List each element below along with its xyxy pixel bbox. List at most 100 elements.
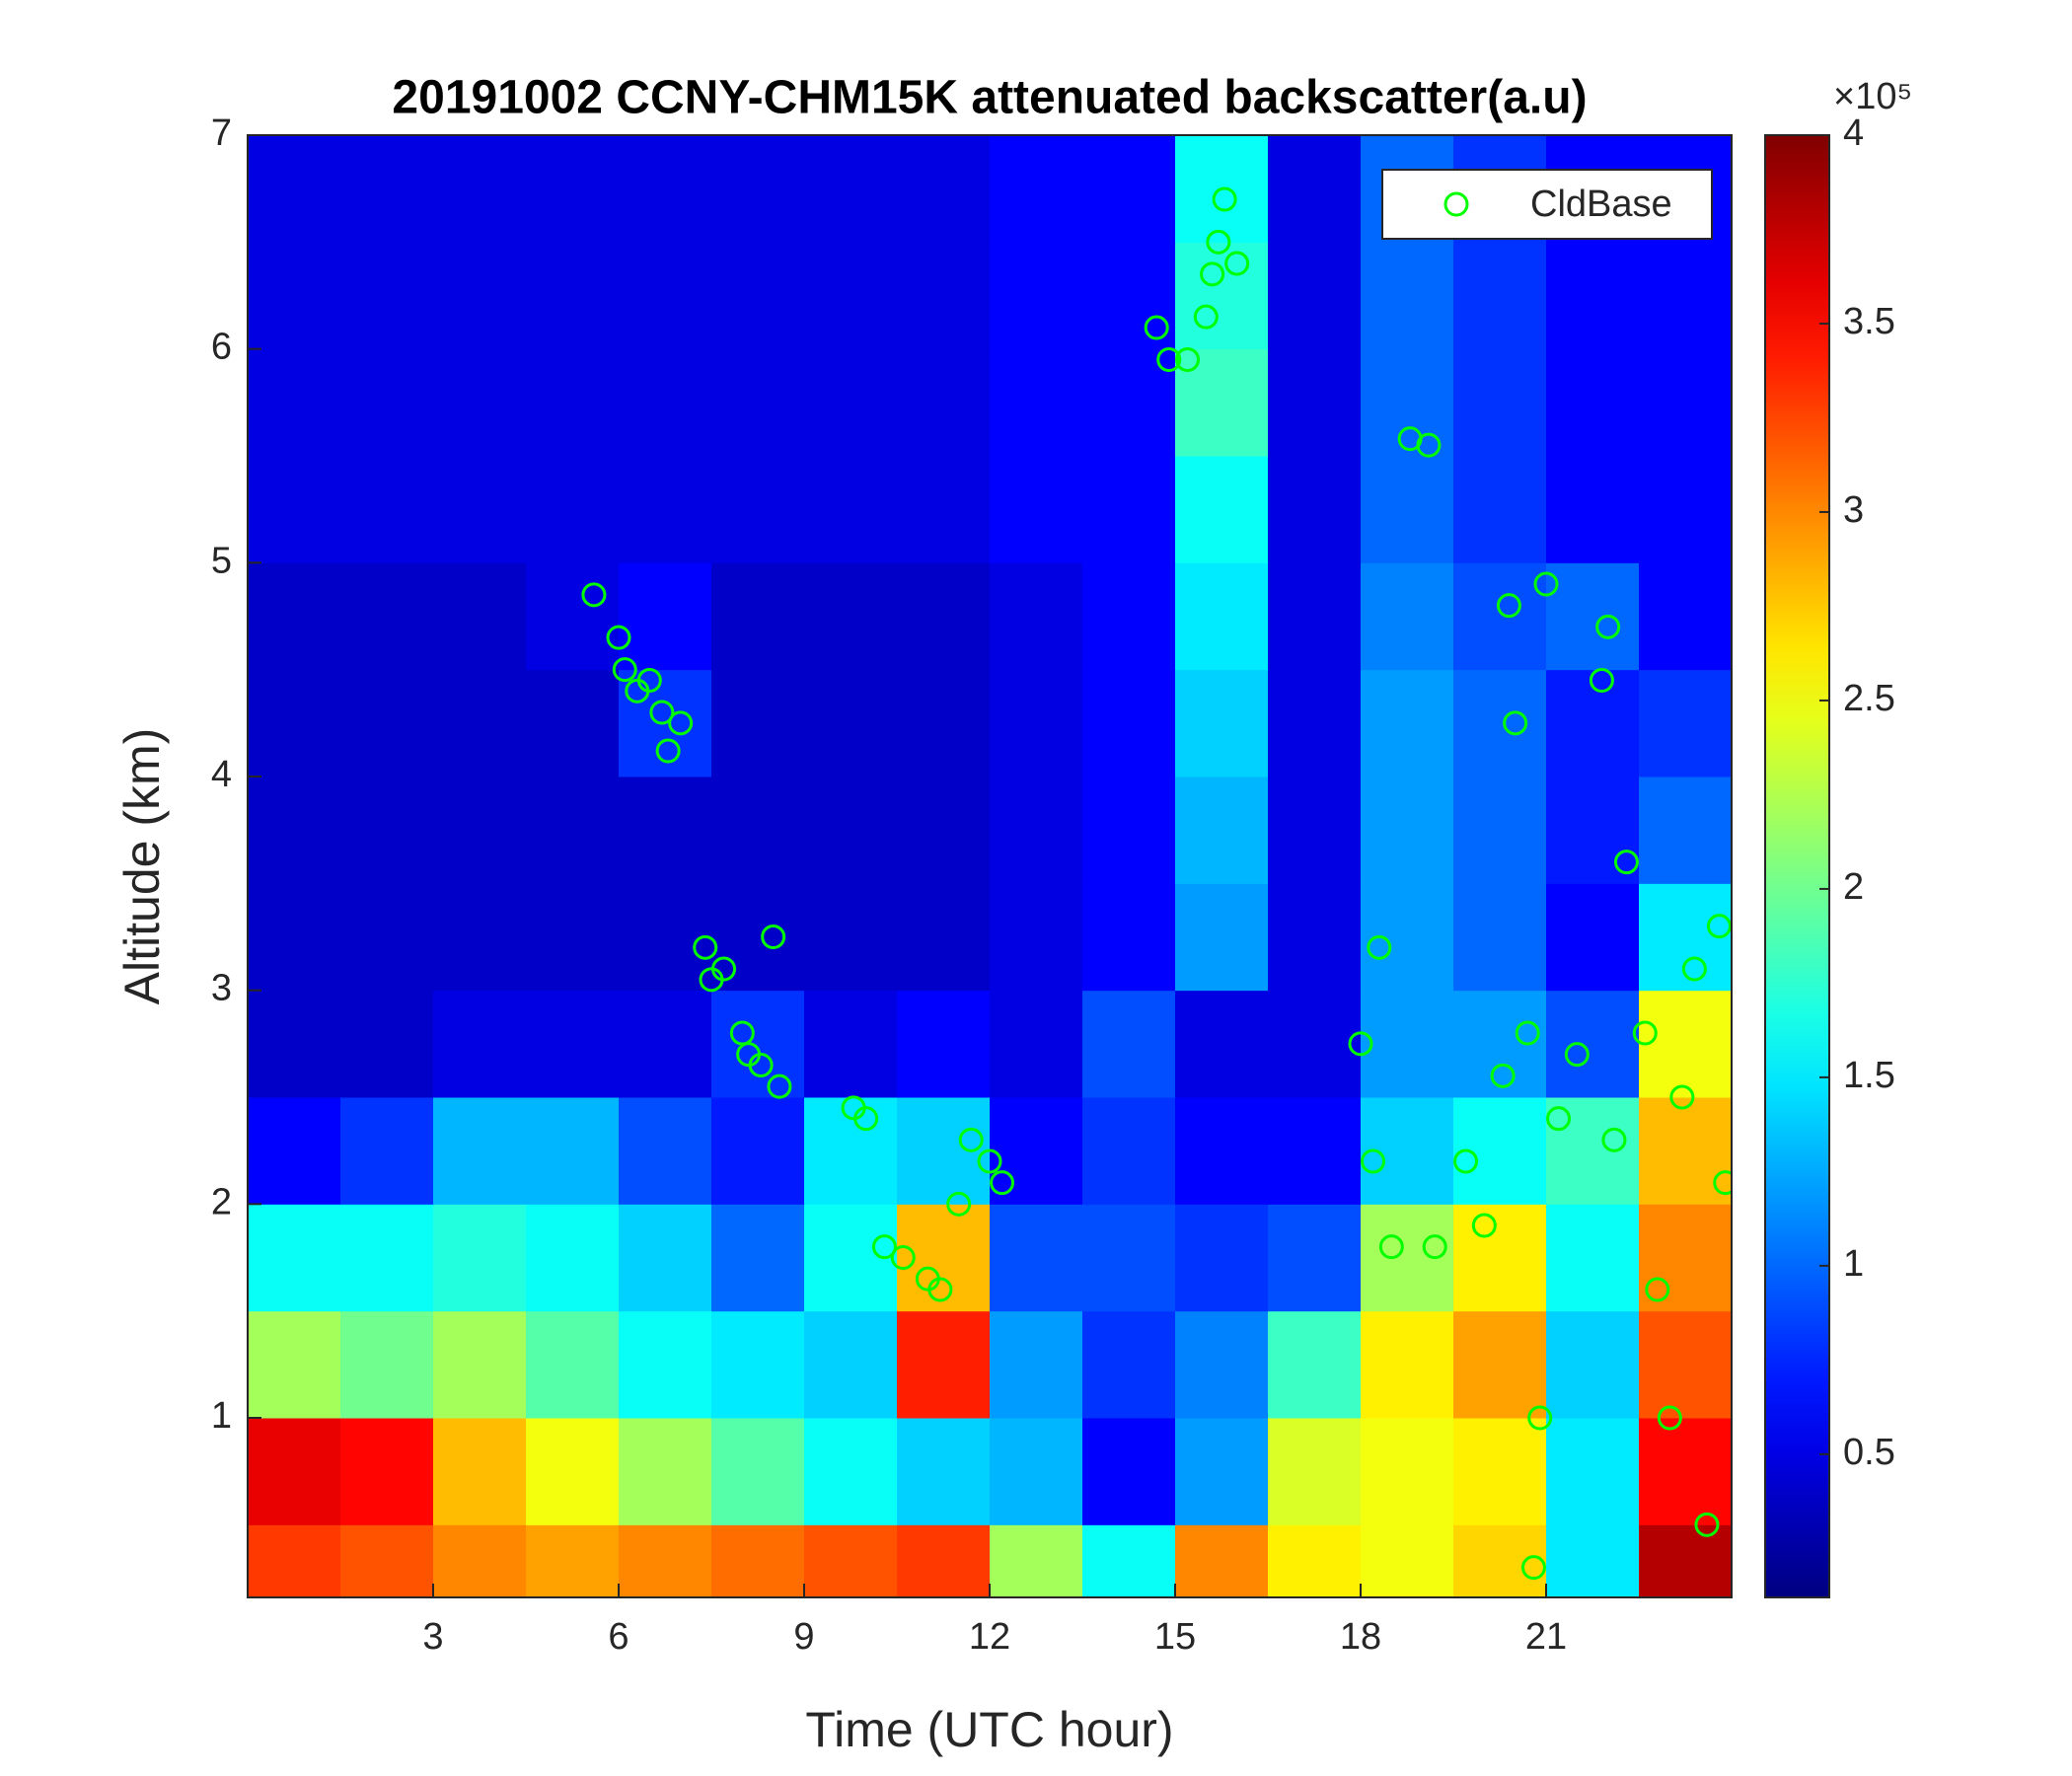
colorbar-exponent: ×10⁵: [1833, 76, 1912, 117]
heatmap-cell: [1453, 1204, 1547, 1312]
heatmap-cell: [1361, 1524, 1454, 1597]
heatmap-cell: [340, 348, 434, 457]
heatmap-cell: [1268, 562, 1362, 671]
heatmap-cell: [340, 135, 434, 243]
heatmap-cell: [1361, 777, 1454, 884]
x-tick-label: 15: [1154, 1616, 1196, 1658]
heatmap-cell: [804, 1097, 898, 1205]
heatmap-cell: [990, 242, 1083, 350]
y-tick-label: 6: [211, 327, 232, 368]
heatmap-cell: [1175, 242, 1269, 350]
heatmap-cell: [526, 456, 620, 563]
cloud-base-point: [1632, 1020, 1658, 1046]
heatmap-cell: [1175, 1204, 1269, 1312]
heatmap-cell: [1546, 242, 1640, 350]
heatmap-cell: [526, 777, 620, 884]
colorbar-tick-label: 3: [1843, 489, 1864, 531]
y-axis-label: Altitude (km): [114, 728, 170, 1005]
heatmap-cell: [990, 1310, 1083, 1419]
heatmap-cell: [340, 669, 434, 777]
heatmap-cell: [1082, 1418, 1176, 1525]
cloud-base-point: [649, 700, 675, 725]
cloud-base-point: [1193, 304, 1219, 330]
heatmap-cell: [248, 1310, 341, 1419]
heatmap-cell: [526, 242, 620, 350]
heatmap-cell: [526, 1418, 620, 1525]
heatmap-cell: [526, 1097, 620, 1205]
cloud-base-point: [1422, 1234, 1447, 1260]
cloud-base-point: [946, 1191, 972, 1217]
heatmap-cell: [1175, 1097, 1269, 1205]
heatmap-cell: [433, 1524, 527, 1597]
heatmap-cell: [619, 456, 712, 563]
heatmap-cell: [990, 348, 1083, 457]
heatmap-cell: [804, 242, 898, 350]
y-tick-label: 3: [211, 968, 232, 1009]
heatmap-cell: [804, 348, 898, 457]
heatmap-cell: [1082, 456, 1176, 563]
heatmap-cell: [1268, 777, 1362, 884]
cloud-base-point: [958, 1127, 984, 1152]
heatmap-cell: [1082, 1524, 1176, 1597]
heatmap-cell: [1175, 990, 1269, 1098]
heatmap-cell: [1082, 135, 1176, 243]
heatmap-cell: [1453, 348, 1547, 457]
heatmap-cell: [619, 1310, 712, 1419]
cloud-base-point: [1200, 261, 1225, 287]
heatmap-cell: [433, 1097, 527, 1205]
heatmap-cell: [1175, 1524, 1269, 1597]
cloud-base-point: [606, 625, 631, 650]
cloud-base-point: [1533, 571, 1559, 597]
heatmap-cell: [1082, 242, 1176, 350]
heatmap-cell: [804, 777, 898, 884]
y-tick-label: 4: [211, 754, 232, 795]
cloud-base-point: [1156, 347, 1182, 372]
heatmap-cell: [433, 348, 527, 457]
heatmap-cell: [1453, 669, 1547, 777]
heatmap-cell: [248, 1524, 341, 1597]
cloud-base-point: [890, 1245, 916, 1270]
legend-box: [1381, 169, 1713, 240]
heatmap-cell: [1639, 348, 1732, 457]
heatmap-cell: [1639, 1418, 1732, 1525]
cloud-base-point: [711, 956, 737, 982]
heatmap-cell: [1453, 777, 1547, 884]
heatmap-cell: [1268, 1524, 1362, 1597]
cloud-base-point: [1490, 1063, 1516, 1088]
heatmap-cell: [897, 348, 991, 457]
heatmap-cell: [1268, 1418, 1362, 1525]
cloud-base-point: [927, 1277, 953, 1302]
heatmap-cell: [1361, 1418, 1454, 1525]
heatmap-cell: [990, 1204, 1083, 1312]
heatmap-cell: [526, 135, 620, 243]
heatmap-cell: [1268, 883, 1362, 992]
heatmap-cell: [248, 777, 341, 884]
heatmap-cell: [526, 883, 620, 992]
heatmap-cell: [804, 456, 898, 563]
heatmap-cell: [619, 242, 712, 350]
heatmap-cell: [1268, 990, 1362, 1098]
heatmap-cell: [990, 562, 1083, 671]
heatmap-cell: [619, 562, 712, 671]
heatmap-cell: [804, 669, 898, 777]
heatmap-cell: [1175, 669, 1269, 777]
x-tick-label: 3: [422, 1616, 443, 1658]
heatmap-cell: [433, 669, 527, 777]
heatmap-cell: [1639, 1204, 1732, 1312]
heatmap-cell: [1546, 456, 1640, 563]
heatmap-cell: [897, 669, 991, 777]
heatmap-cell: [711, 1310, 805, 1419]
heatmap-cell: [433, 1310, 527, 1419]
heatmap-cell: [526, 990, 620, 1098]
cloud-base-point: [1645, 1277, 1670, 1302]
heatmap-cell: [1453, 242, 1547, 350]
cloud-base-point: [655, 738, 681, 764]
heatmap-cell: [897, 1310, 991, 1419]
heatmap-cell: [1082, 348, 1176, 457]
x-tick-label: 6: [608, 1616, 629, 1658]
heatmap-cell: [1082, 562, 1176, 671]
cloud-base-point: [767, 1073, 792, 1099]
cloud-base-point: [1212, 186, 1237, 212]
cloud-base-point: [1595, 614, 1621, 639]
heatmap-cell: [340, 1204, 434, 1312]
